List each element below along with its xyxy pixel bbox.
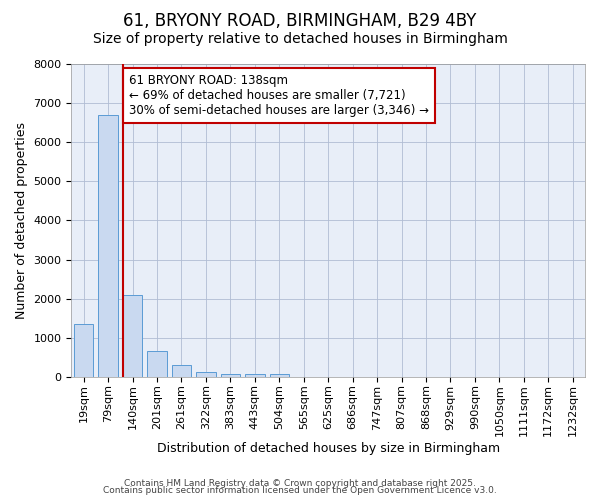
Y-axis label: Number of detached properties: Number of detached properties: [15, 122, 28, 319]
Bar: [269, 374, 289, 377]
Text: Size of property relative to detached houses in Birmingham: Size of property relative to detached ho…: [92, 32, 508, 46]
Text: 61 BRYONY ROAD: 138sqm
← 69% of detached houses are smaller (7,721)
30% of semi-: 61 BRYONY ROAD: 138sqm ← 69% of detached…: [129, 74, 429, 117]
Text: Contains HM Land Registry data © Crown copyright and database right 2025.: Contains HM Land Registry data © Crown c…: [124, 478, 476, 488]
Text: Contains public sector information licensed under the Open Government Licence v3: Contains public sector information licen…: [103, 486, 497, 495]
Text: 61, BRYONY ROAD, BIRMINGHAM, B29 4BY: 61, BRYONY ROAD, BIRMINGHAM, B29 4BY: [124, 12, 476, 30]
Bar: [74, 324, 94, 377]
Bar: [123, 294, 142, 377]
Bar: [245, 374, 265, 377]
Bar: [147, 352, 167, 377]
X-axis label: Distribution of detached houses by size in Birmingham: Distribution of detached houses by size …: [157, 442, 500, 455]
Bar: [196, 372, 215, 377]
Bar: [98, 115, 118, 377]
Bar: [172, 364, 191, 377]
Bar: [221, 374, 240, 377]
